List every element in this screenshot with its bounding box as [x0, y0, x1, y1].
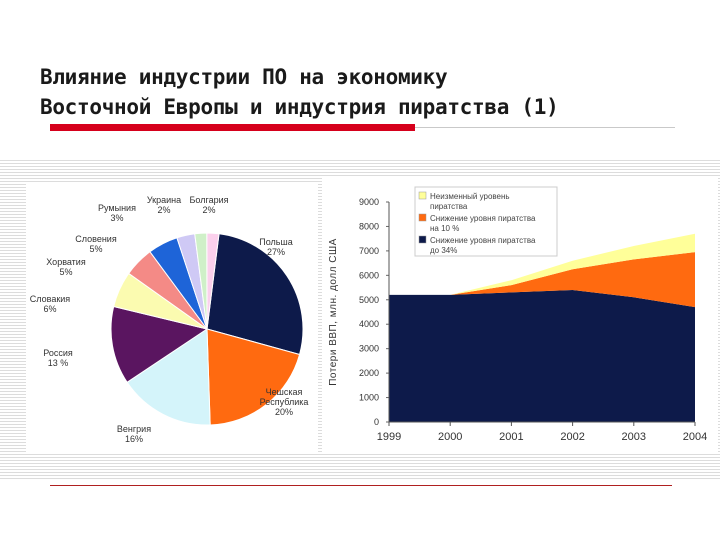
background-stripe	[0, 172, 720, 173]
background-stripe	[0, 166, 720, 167]
background-stripe	[0, 175, 720, 176]
pie-chart-panel: Польша 27% Чешская Республика 20% Венгрия 16% Р…	[26, 183, 318, 453]
area-series	[389, 252, 695, 308]
y-tick-label: 7000	[359, 246, 379, 256]
legend-swatch	[418, 235, 427, 244]
y-tick-label: 0	[374, 417, 379, 427]
pie-slice-name: Россия	[43, 348, 73, 358]
pie-slice-percent: 6%	[43, 304, 56, 314]
pie-slice-percent: 13 %	[48, 358, 69, 368]
footer-rule	[50, 485, 672, 486]
x-tick-label: 2001	[499, 431, 523, 443]
pie-slice-name: Румыния	[98, 203, 136, 213]
y-tick-label: 3000	[359, 344, 379, 354]
pie-slice-name: Польша	[259, 237, 292, 247]
y-tick-label: 5000	[359, 295, 379, 305]
pie-slice-name: Словакия	[30, 294, 71, 304]
x-tick-label: 2004	[683, 431, 707, 443]
pie-slice-name: Болгария	[190, 195, 229, 205]
legend-label: до 34%	[430, 246, 457, 255]
pie-slice-percent: 27%	[267, 247, 285, 257]
pie-slice-name: Украина	[147, 195, 181, 205]
legend-label: пиратства	[430, 202, 468, 211]
pie-slice-name: Чешская	[266, 387, 303, 397]
area-series	[389, 290, 695, 422]
background-stripe	[0, 169, 720, 170]
pie-slice-percent: 16%	[125, 434, 143, 444]
background-stripe	[0, 478, 720, 479]
background-stripe	[0, 460, 720, 461]
legend-label: Неизменный уровень	[430, 192, 510, 201]
pie-slice	[110, 305, 209, 383]
area-series	[389, 233, 695, 295]
background-stripe	[0, 160, 720, 161]
title-line-2: Восточной Европы и индустрия пиратства (…	[40, 95, 559, 119]
y-tick-label: 4000	[359, 319, 379, 329]
pie-slice	[126, 328, 211, 426]
pie-slice	[206, 233, 304, 356]
pie-slice	[206, 328, 301, 426]
y-tick-label: 2000	[359, 368, 379, 378]
background-stripe	[0, 475, 720, 476]
page-title: Влияние индустрии ПО на экономику Восточ…	[40, 62, 700, 122]
legend-label: Снижение уровня пиратства	[430, 214, 536, 223]
background-stripe	[0, 469, 720, 470]
area-chart-panel: 0 1000 2000 3000 4000 5000 6000 7000 8000 9000 199…	[322, 178, 718, 454]
title-line-1: Влияние индустрии ПО на экономику	[40, 65, 448, 89]
background-stripe	[0, 163, 720, 164]
background-stripe	[0, 466, 720, 467]
background-stripe	[0, 457, 720, 458]
pie-slice-percent: 2%	[202, 205, 215, 215]
pie-slice-percent: 5%	[89, 244, 102, 254]
title-rule	[415, 127, 675, 128]
y-axis-title: Потери ВВП, млн. долл США	[328, 238, 339, 386]
background-stripe	[0, 463, 720, 464]
x-tick-label: 2002	[560, 431, 584, 443]
pie-slice-percent: 20%	[275, 407, 293, 417]
title-accent-bar	[50, 124, 415, 131]
background-stripe	[0, 472, 720, 473]
pie-slice-name: Хорватия	[46, 257, 86, 267]
y-tick-label: 1000	[359, 393, 379, 403]
pie-slice-name: Словения	[75, 234, 117, 244]
y-tick-label: 8000	[359, 221, 379, 231]
pie-slice-percent: 3%	[110, 213, 123, 223]
pie-slice-name: Республика	[260, 397, 309, 407]
x-tick-label: 2003	[622, 431, 646, 443]
pie-slice-percent: 2%	[157, 205, 170, 215]
x-tick-label: 2000	[438, 431, 462, 443]
legend-swatch	[418, 191, 427, 200]
pie-slice-name: Венгрия	[117, 424, 151, 434]
y-tick-label: 6000	[359, 270, 379, 280]
area-chart: 0 1000 2000 3000 4000 5000 6000 7000 8000 9000 199…	[328, 186, 707, 443]
legend-swatch	[418, 213, 427, 222]
y-tick-label: 9000	[359, 197, 379, 207]
x-tick-label: 1999	[377, 431, 401, 443]
legend-label: на 10 %	[430, 224, 459, 233]
legend-label: Снижение уровня пиратства	[430, 236, 536, 245]
background-stripe	[0, 454, 720, 455]
pie-slice	[206, 232, 220, 330]
legend-box	[414, 186, 558, 257]
pie-slice-percent: 5%	[59, 267, 72, 277]
